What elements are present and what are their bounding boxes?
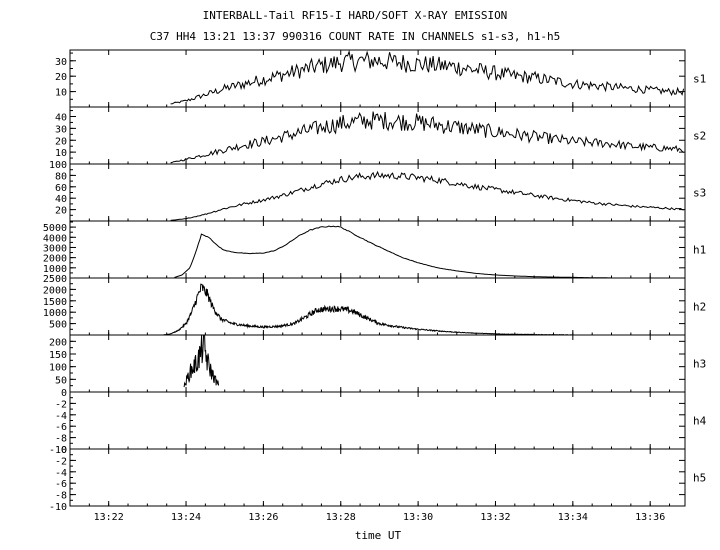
y-tick-label: 1000 (43, 308, 67, 319)
x-tick-label: 13:32 (480, 512, 510, 523)
y-tick-label: -2 (55, 456, 67, 467)
y-tick-label: -6 (55, 479, 67, 490)
y-tick-label: -8 (55, 434, 67, 445)
y-tick-label: 3000 (43, 243, 67, 254)
panel-label-s3: s3 (693, 187, 706, 200)
y-tick-label: 0 (61, 445, 67, 456)
panel-label-s2: s2 (693, 130, 706, 143)
panel-label-h5: h5 (693, 472, 706, 485)
y-tick-label: 80 (55, 171, 67, 182)
y-tick-label: 40 (55, 194, 67, 205)
panel-frame (69, 49, 686, 108)
y-tick-label: -10 (49, 445, 67, 456)
y-tick-label: 4000 (43, 233, 67, 244)
y-tick-label: 2000 (43, 285, 67, 296)
panel-s1: 10 20 30 s1 (55, 49, 706, 108)
x-axis: 13:22 13:24 13:26 13:28 13:30 13:32 13:34 13:36 (94, 512, 666, 523)
panel-label-h3: h3 (693, 358, 706, 371)
x-tick-label: 13:24 (171, 512, 201, 523)
y-tick-label: 10 (55, 88, 67, 99)
panel-stack: 102030s110203040s220406080100s3100020003… (43, 49, 707, 513)
y-tick-label: 100 (49, 160, 67, 171)
trace-s3 (170, 170, 684, 221)
x-tick-label: 13:28 (326, 512, 356, 523)
panel-frame (69, 277, 686, 336)
y-tick-label: 10 (55, 148, 67, 159)
trace-h3 (183, 334, 220, 388)
x-tick-label: 13:22 (94, 512, 124, 523)
y-tick-label: -6 (55, 422, 67, 433)
trace-s2 (170, 111, 684, 164)
y-tick-label: 1000 (43, 264, 67, 275)
y-tick-label: 1500 (43, 297, 67, 308)
y-tick-label: 50 (55, 375, 67, 386)
y-tick-label: -4 (55, 411, 67, 422)
x-tick-label: 13:30 (403, 512, 433, 523)
chart-title: INTERBALL-Tail RF15-I HARD/SOFT X-RAY EM… (203, 9, 508, 22)
panel-frame (69, 448, 686, 507)
y-tick-label: 20 (55, 72, 67, 83)
x-axis-title: time UT (355, 529, 402, 542)
y-tick-label: 30 (55, 124, 67, 135)
x-tick-label: 13:36 (635, 512, 665, 523)
chart-subtitle: C37 HH4 13:21 13:37 990316 COUNT RATE IN… (150, 30, 561, 43)
panel-frame (69, 220, 686, 279)
y-tick-label: 30 (55, 57, 67, 68)
panel-label-h4: h4 (693, 415, 707, 428)
y-tick-label: 40 (55, 113, 67, 124)
y-tick-label: 2500 (43, 274, 67, 285)
y-tick-label: -4 (55, 468, 67, 479)
y-tick-label: 5000 (43, 223, 67, 234)
y-tick-label: 100 (49, 363, 67, 374)
panel-label-h2: h2 (693, 301, 706, 314)
panel-frame (69, 334, 686, 393)
y-tick-label: -10 (49, 502, 67, 513)
y-tick-label: 20 (55, 136, 67, 147)
trace-s1 (170, 49, 685, 105)
x-tick-label: 13:26 (248, 512, 278, 523)
y-tick-label: 2000 (43, 254, 67, 265)
trace-h2 (162, 283, 573, 336)
y-tick-label: -8 (55, 491, 67, 502)
panel-label-h1: h1 (693, 244, 706, 257)
y-tick-label: 500 (49, 320, 67, 331)
y-tick-label: 20 (55, 206, 67, 217)
y-tick-label: 150 (49, 350, 67, 361)
panel-label-s1: s1 (693, 73, 706, 86)
y-tick-label: -2 (55, 399, 67, 410)
y-tick-label: 60 (55, 183, 67, 194)
y-tick-label: 200 (49, 337, 67, 348)
panel-frame (69, 391, 686, 450)
y-tick-label: 0 (61, 388, 67, 399)
trace-h1 (174, 225, 611, 279)
x-tick-label: 13:34 (558, 512, 588, 523)
